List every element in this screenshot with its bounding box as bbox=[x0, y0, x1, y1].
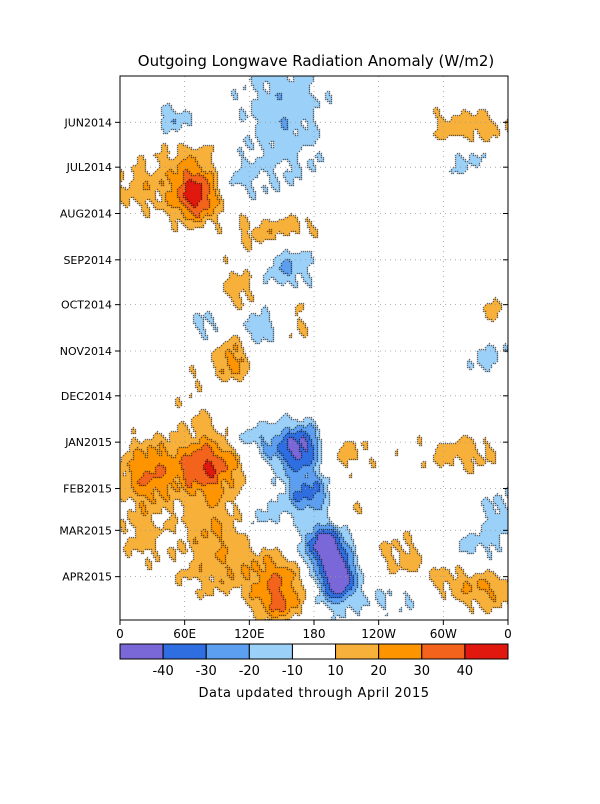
x-tick-label: 60E bbox=[173, 627, 196, 641]
x-axis: 0 60E 120E 180 120W 60W 0 bbox=[116, 620, 512, 641]
y-tick-label: JUN2014 bbox=[63, 116, 112, 129]
colorbar-label: 30 bbox=[414, 664, 431, 679]
y-tick-label: FEB2015 bbox=[63, 482, 112, 495]
y-tick-label: MAR2015 bbox=[59, 524, 112, 537]
colorbar-swatch bbox=[162, 643, 207, 660]
anomaly-field bbox=[120, 76, 508, 620]
y-tick-label: APR2015 bbox=[62, 571, 112, 584]
y-tick-label: DEC2014 bbox=[61, 390, 112, 403]
colorbar-label: -40 bbox=[152, 664, 173, 679]
y-tick-label: AUG2014 bbox=[60, 207, 112, 220]
colorbar-label: 40 bbox=[457, 664, 474, 679]
colorbar-label: 10 bbox=[327, 664, 344, 679]
y-axis: JUN2014 JUL2014 AUG2014 SEP2014 OCT2014 NOV20… bbox=[59, 116, 508, 584]
colorbar-swatch bbox=[119, 643, 164, 660]
colorbar-label: -20 bbox=[239, 664, 260, 679]
colorbar-swatch bbox=[335, 643, 380, 660]
y-tick-label: JAN2015 bbox=[64, 436, 112, 449]
colorbar-swatch bbox=[291, 643, 337, 660]
x-tick-label: 180 bbox=[303, 627, 326, 641]
colorbar-swatch bbox=[421, 643, 466, 660]
colorbar-swatch bbox=[248, 643, 293, 660]
y-tick-label: JUL2014 bbox=[66, 161, 112, 174]
colorbar-swatch bbox=[205, 643, 250, 660]
colorbar-legend: -40 -30 -20 -10 10 20 30 40 bbox=[119, 643, 509, 679]
colorbar-swatch bbox=[464, 643, 509, 660]
y-tick-label: NOV2014 bbox=[60, 345, 112, 358]
x-tick-label: 60W bbox=[430, 627, 457, 641]
plot-area bbox=[119, 75, 509, 621]
y-tick-label: OCT2014 bbox=[61, 299, 112, 312]
x-tick-label: 120W bbox=[361, 627, 396, 641]
footer-note: Data updated through April 2015 bbox=[198, 686, 429, 701]
x-tick-label: 0 bbox=[116, 627, 124, 641]
y-tick-label: SEP2014 bbox=[63, 254, 112, 267]
colorbar-label: 20 bbox=[370, 664, 387, 679]
colorbar-label: -30 bbox=[196, 664, 217, 679]
x-tick-label: 0 bbox=[504, 627, 512, 641]
colorbar-label: -10 bbox=[282, 664, 303, 679]
chart-title: Outgoing Longwave Radiation Anomaly (W/m… bbox=[138, 52, 494, 70]
colorbar-swatch bbox=[378, 643, 423, 660]
x-tick-label: 120E bbox=[234, 627, 265, 641]
